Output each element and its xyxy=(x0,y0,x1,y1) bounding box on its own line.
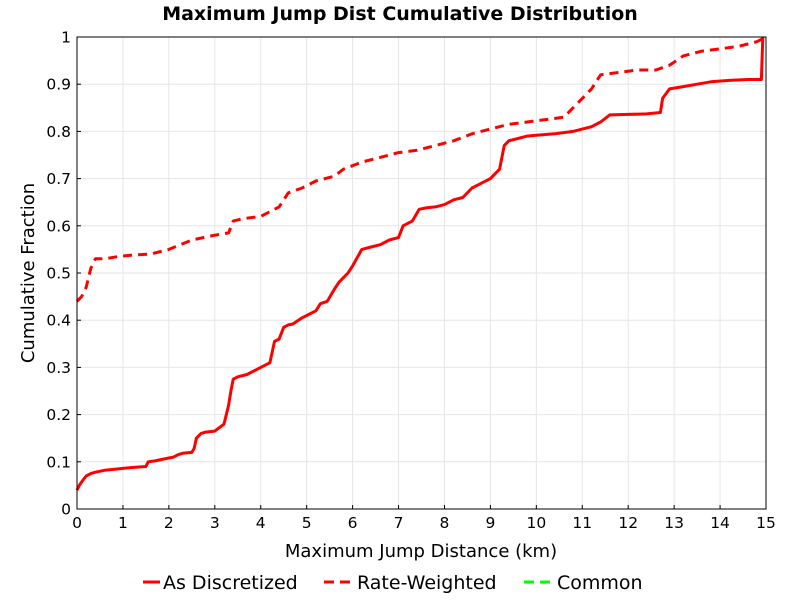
x-tick-label: 11 xyxy=(572,514,592,532)
y-tick-label: 0.7 xyxy=(46,170,71,188)
x-tick-label: 8 xyxy=(440,514,450,532)
y-tick-label: 0.8 xyxy=(46,123,71,141)
x-tick-label: 9 xyxy=(485,514,495,532)
x-tick-label: 5 xyxy=(302,514,312,532)
legend-label-1: Rate-Weighted xyxy=(357,572,497,594)
y-tick-label: 0.2 xyxy=(46,406,71,424)
legend-label-2: Common xyxy=(557,572,643,594)
y-tick-label: 0.5 xyxy=(46,265,71,283)
y-tick-label: 0.4 xyxy=(46,312,71,330)
legend-label-0: As Discretized xyxy=(163,572,298,594)
x-tick-label: 15 xyxy=(756,514,776,532)
x-tick-label: 10 xyxy=(526,514,546,532)
y-tick-label: 0.3 xyxy=(46,359,71,377)
x-tick-label: 1 xyxy=(118,514,128,532)
x-axis-ticks: 0 1 2 3 4 5 6 7 8 9 10 11 12 13 14 15 xyxy=(72,505,776,532)
x-tick-label: 2 xyxy=(164,514,174,532)
y-axis-ticks: 0 0.1 0.2 0.3 0.4 0.5 0.6 0.7 0.8 0.9 1 xyxy=(46,29,81,519)
x-tick-label: 13 xyxy=(664,514,684,532)
series-line-0 xyxy=(75,36,765,491)
y-axis-label: Cumulative Fraction xyxy=(18,183,39,363)
y-tick-label: 0.6 xyxy=(46,217,71,235)
x-tick-label: 12 xyxy=(618,514,638,532)
x-tick-label: 3 xyxy=(210,514,220,532)
y-tick-label: 0.9 xyxy=(46,76,71,94)
legend: As Discretized Rate-Weighted Common xyxy=(143,572,643,594)
x-tick-label: 7 xyxy=(394,514,404,532)
x-tick-label: 4 xyxy=(256,514,266,532)
chart-title: Maximum Jump Dist Cumulative Distributio… xyxy=(162,3,638,25)
series-line-1 xyxy=(75,35,767,303)
y-tick-label: 0 xyxy=(61,501,71,519)
x-tick-label: 0 xyxy=(72,514,82,532)
x-axis-label: Maximum Jump Distance (km) xyxy=(285,541,557,562)
x-tick-label: 6 xyxy=(348,514,358,532)
y-tick-label: 0.1 xyxy=(46,453,71,471)
y-tick-label: 1 xyxy=(61,29,71,47)
x-tick-label: 14 xyxy=(710,514,730,532)
series-layer xyxy=(75,35,767,491)
